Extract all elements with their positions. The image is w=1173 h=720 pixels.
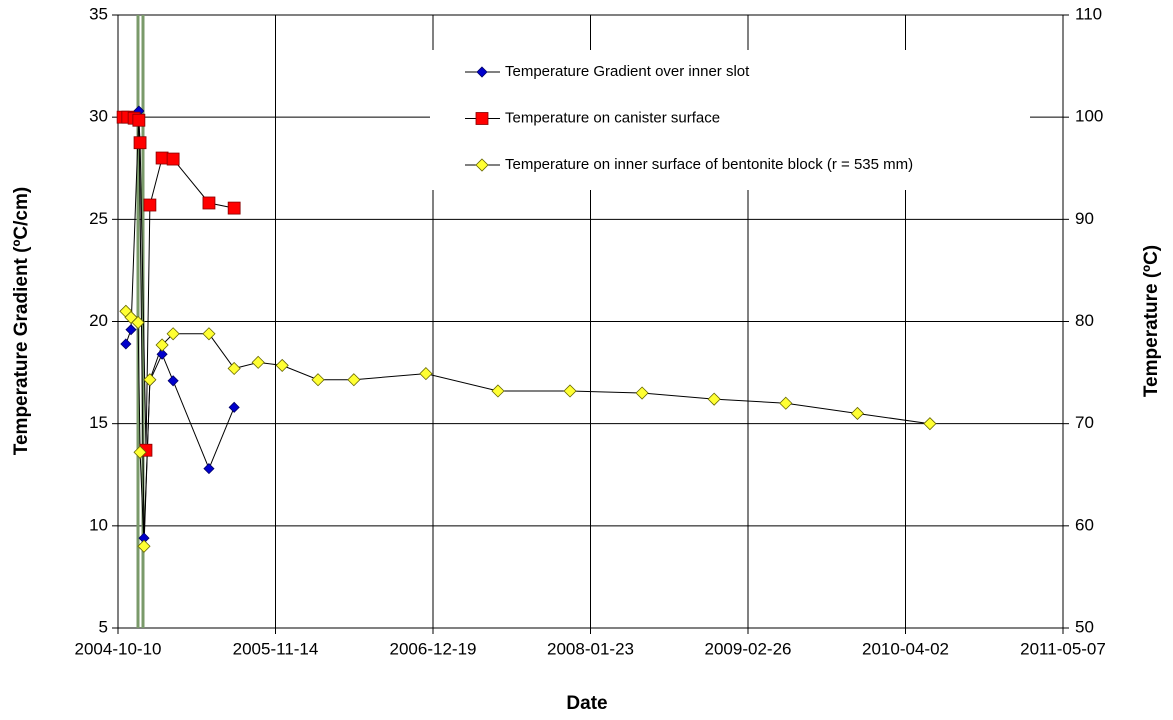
marker: [131, 315, 145, 330]
y-axis-label: Temperature Gradient (ºC/cm): [11, 187, 32, 455]
marker: [228, 401, 240, 413]
x-axis-label: Date: [566, 693, 607, 714]
marker: [132, 113, 146, 127]
marker: [779, 396, 793, 410]
y2-tick-label: 110: [1075, 4, 1102, 23]
marker: [227, 201, 241, 215]
marker: [143, 198, 157, 212]
y2-tick-label: 100: [1075, 107, 1103, 126]
marker: [850, 406, 865, 421]
marker: [475, 112, 489, 125]
x-tick-label: 2010-04-02: [862, 639, 949, 658]
marker: [167, 375, 179, 387]
x-tick-label: 2004-10-10: [75, 639, 162, 658]
y-tick-label: 15: [89, 413, 108, 432]
marker: [311, 373, 325, 387]
marker: [202, 196, 216, 210]
marker: [143, 373, 157, 387]
marker: [476, 66, 488, 78]
x-tick-label: 2005-11-14: [233, 639, 319, 658]
y2-axis-label: Temperature (ºC): [1141, 245, 1162, 397]
y-tick-label: 20: [89, 311, 108, 330]
x-tick-label: 2008-01-23: [547, 639, 634, 658]
legend-box: [430, 50, 1030, 190]
y-tick-label: 30: [89, 107, 108, 126]
marker: [227, 361, 241, 376]
series-line: [125, 310, 930, 547]
marker: [707, 392, 721, 406]
marker: [166, 152, 180, 166]
marker: [251, 355, 265, 369]
marker: [635, 386, 649, 400]
marker: [133, 445, 147, 459]
marker: [923, 417, 937, 431]
y-tick-label: 10: [89, 515, 108, 534]
marker: [202, 327, 216, 341]
y2-tick-label: 90: [1075, 209, 1094, 228]
marker: [156, 348, 168, 360]
y-tick-label: 35: [89, 4, 108, 23]
legend-label: Temperature on inner surface of bentonit…: [505, 156, 913, 173]
marker: [125, 324, 137, 336]
marker: [275, 358, 289, 372]
marker: [491, 384, 505, 398]
y-tick-label: 5: [99, 617, 108, 636]
marker: [419, 367, 433, 381]
marker: [475, 158, 489, 172]
x-tick-label: 2011-05-07: [1020, 639, 1106, 658]
y2-tick-label: 70: [1075, 413, 1094, 432]
marker: [155, 151, 169, 165]
y-tick-label: 25: [89, 209, 108, 228]
marker: [563, 384, 577, 398]
x-tick-label: 2009-02-26: [705, 639, 792, 658]
marker: [203, 463, 215, 475]
legend-label: Temperature on canister surface: [505, 109, 720, 126]
marker: [133, 136, 147, 150]
y2-tick-label: 80: [1075, 311, 1094, 330]
plot-border: [117, 14, 1064, 629]
marker: [166, 327, 180, 341]
marker: [120, 338, 132, 350]
y2-tick-label: 50: [1075, 617, 1094, 636]
legend: Temperature Gradient over inner slot Temp…: [430, 50, 1030, 190]
y2-tick-label: 60: [1075, 515, 1094, 534]
legend-label: Temperature Gradient over inner slot: [505, 63, 750, 80]
marker: [155, 338, 169, 352]
x-tick-label: 2006-12-19: [390, 639, 477, 658]
marker: [137, 539, 151, 553]
marker: [347, 373, 361, 387]
